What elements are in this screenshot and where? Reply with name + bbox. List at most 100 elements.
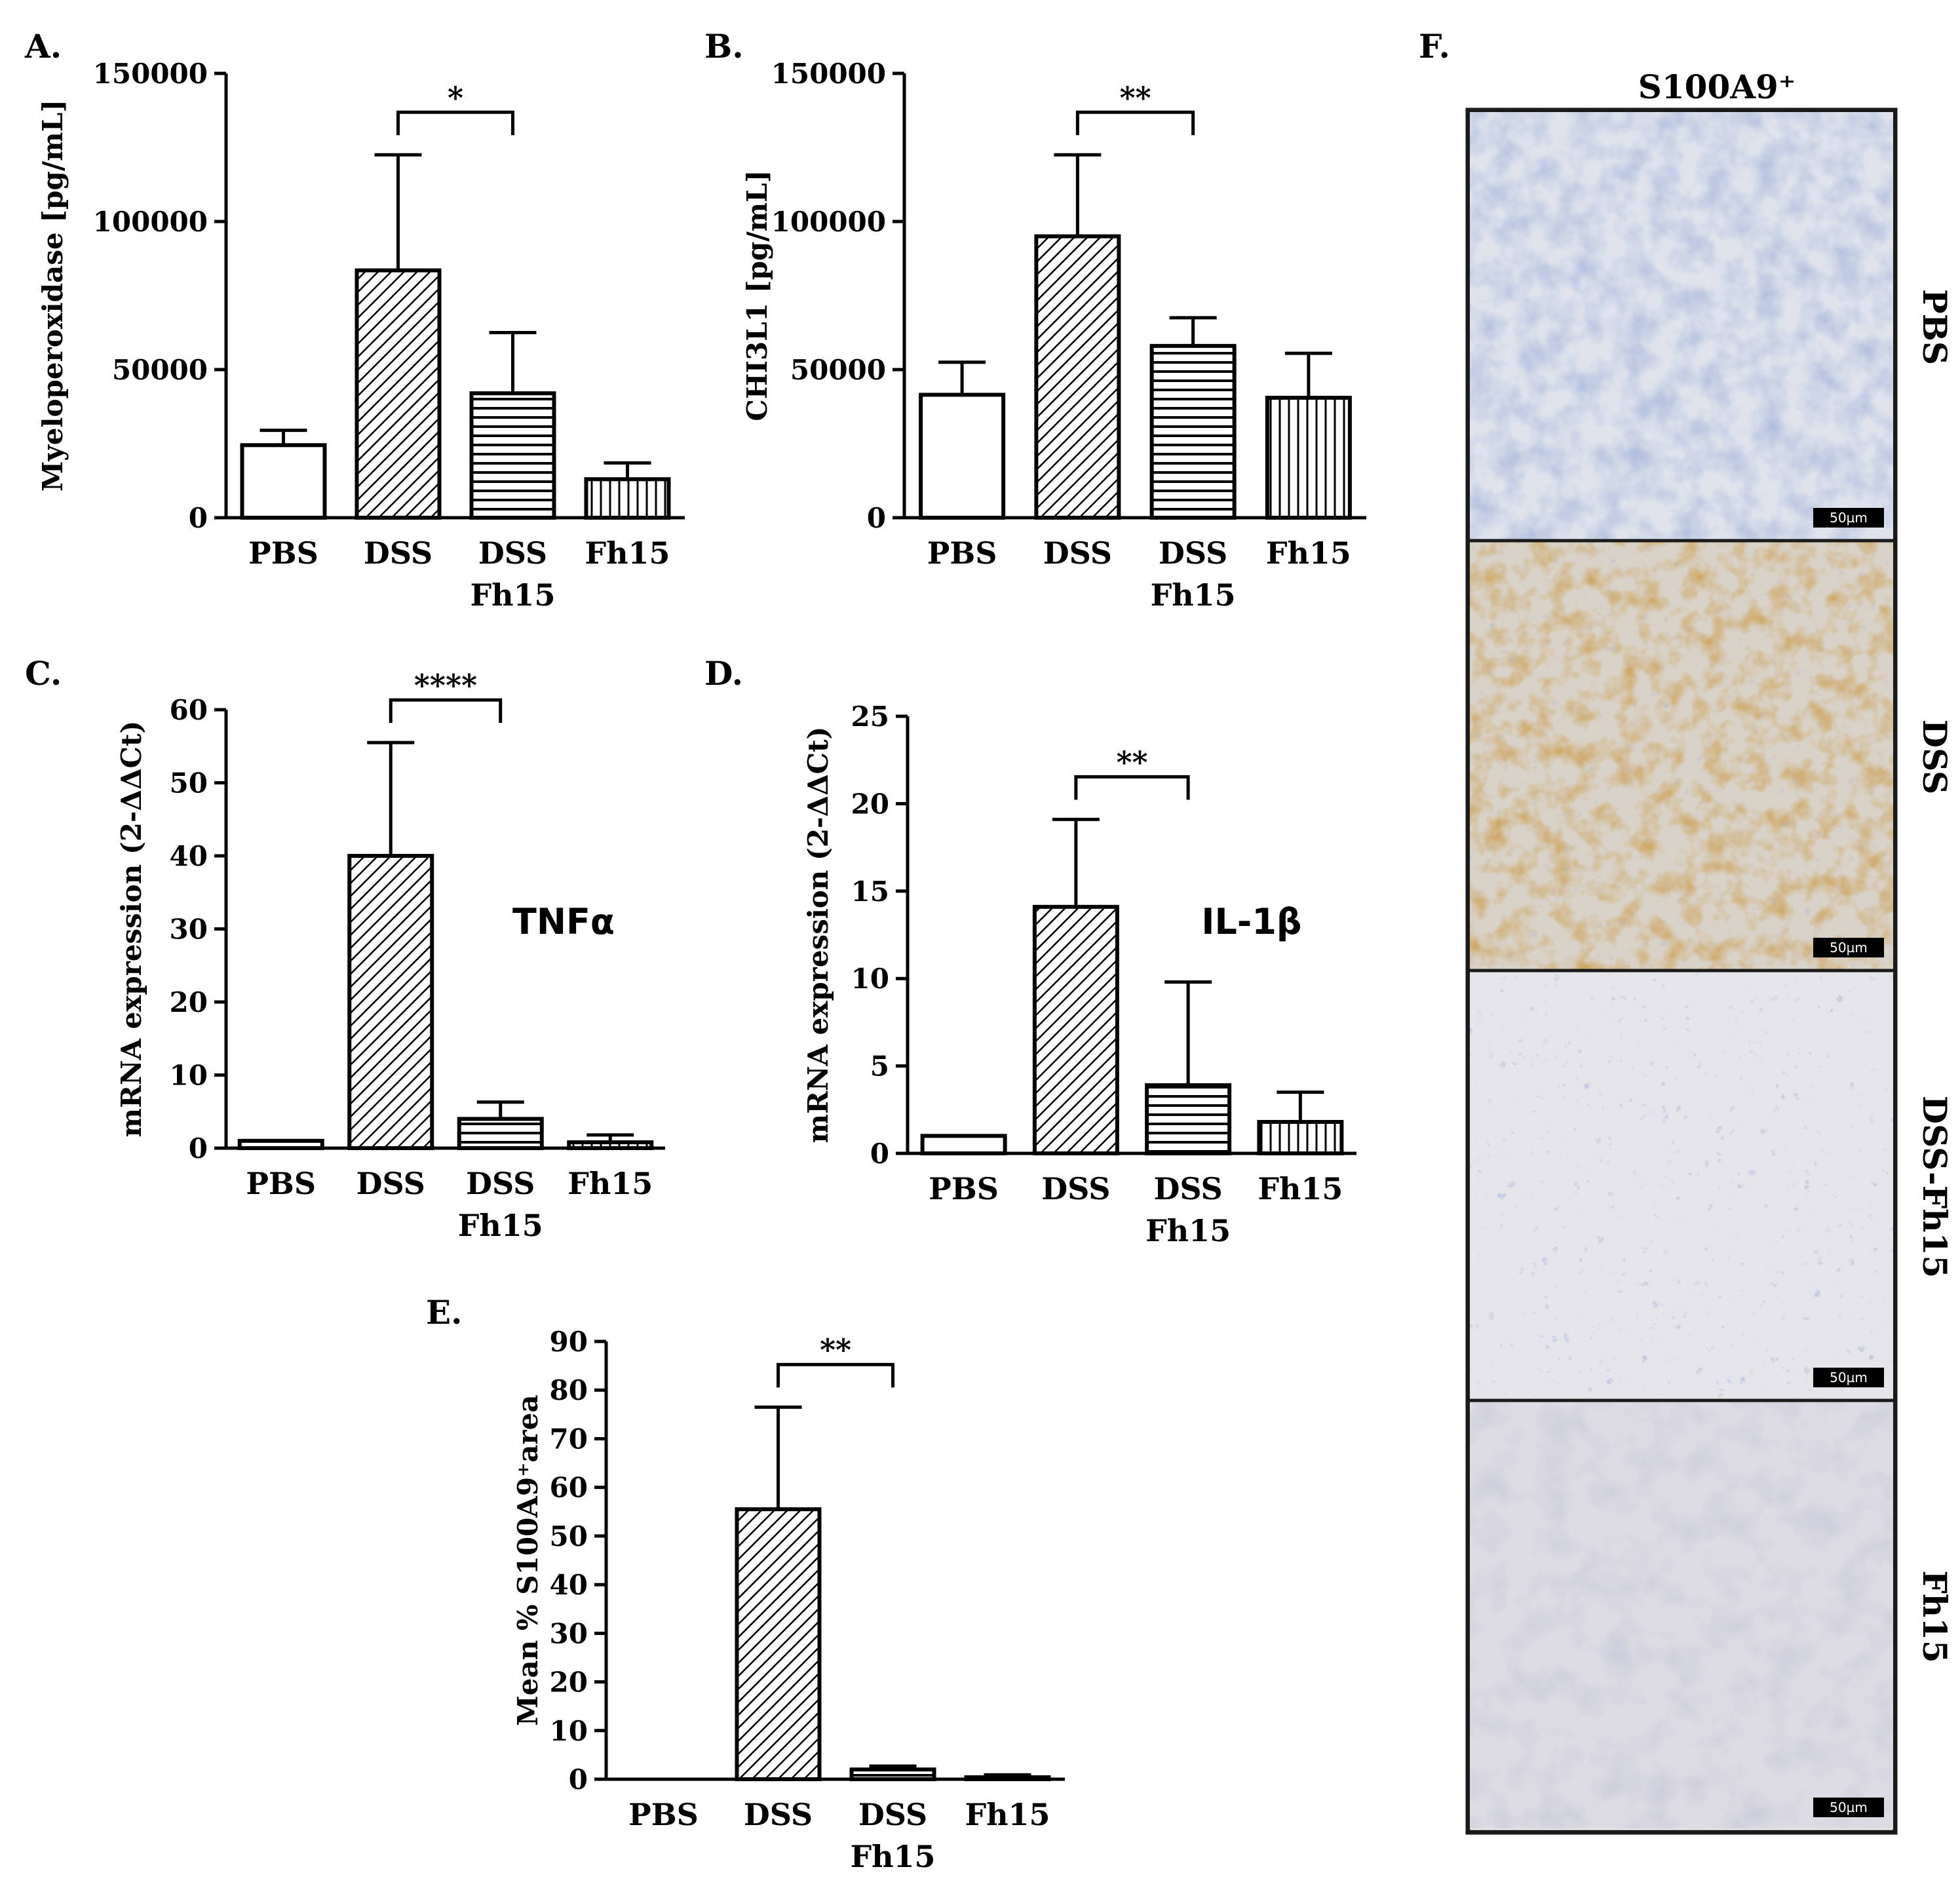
- x-tick-label: Fh15: [850, 1839, 935, 1874]
- y-tick-label: 50: [550, 1520, 588, 1552]
- y-tick-label: 50: [170, 767, 208, 800]
- histology-texture: [1470, 542, 1893, 969]
- panel-label-e: E.: [426, 1293, 463, 1332]
- bar-fh15: [567, 1140, 654, 1150]
- histology-row-label: Fh15: [1915, 1570, 1954, 1663]
- y-tick-label: 150000: [771, 58, 886, 90]
- x-tick-label: Fh15: [1151, 577, 1236, 613]
- y-tick-label: 20: [550, 1666, 588, 1699]
- y-tick-label: 100000: [93, 206, 208, 238]
- chart-chi3l1: 0 50000 100000 150000 CHI3L1 [pg/mL] PBS DSS DS…: [741, 58, 1366, 613]
- x-tick-label: PBS: [248, 535, 318, 571]
- bar-fh15: [1257, 1119, 1344, 1155]
- histology-row-label: DSS: [1915, 720, 1954, 794]
- scale-bar: [1813, 508, 1884, 528]
- significance-bracket: [1074, 775, 1190, 800]
- y-tick-label: 70: [550, 1423, 588, 1455]
- panel-label-d: D.: [704, 654, 743, 693]
- bar-dss-fh15: [469, 391, 556, 520]
- panel-label-c: C.: [25, 654, 62, 693]
- histology-row-label: PBS: [1915, 289, 1954, 365]
- y-tick-label: 0: [870, 1138, 889, 1170]
- y-tick-label: 90: [550, 1326, 588, 1358]
- x-tick-label: Fh15: [1266, 535, 1351, 571]
- x-tick-label: DSS: [1153, 1171, 1222, 1206]
- bar-pbs: [237, 1138, 324, 1150]
- y-tick-label: 80: [550, 1374, 588, 1406]
- bar-fh15: [584, 477, 671, 520]
- y-axis-label: Myeloperoxidase [pg/mL]: [37, 100, 69, 491]
- y-tick-label: 0: [867, 502, 886, 534]
- x-tick-label: DSS: [1159, 535, 1227, 571]
- x-tick-label: Fh15: [585, 535, 670, 571]
- y-tick-label: 20: [851, 788, 889, 820]
- bar-fh15: [964, 1775, 1051, 1781]
- y-tick-label: 40: [170, 840, 208, 872]
- panel-label-a: A.: [24, 27, 62, 66]
- panel-label-f: F.: [1419, 27, 1450, 66]
- gene-annotation: IL-1β: [1201, 901, 1301, 942]
- x-tick-label: PBS: [929, 1171, 999, 1206]
- histology-rows: 50µm PBS 50µm DSS 50µm DSS-Fh15 50µm Fh15: [1470, 112, 1954, 1829]
- y-tick-label: 0: [189, 502, 208, 534]
- y-tick-label: 0: [569, 1763, 588, 1796]
- x-tick-label: PBS: [927, 535, 997, 571]
- significance-bracket: [1075, 110, 1195, 136]
- histology-row-label: DSS-Fh15: [1915, 1096, 1954, 1279]
- histology-texture: [1470, 1402, 1893, 1829]
- y-tick-label: 25: [851, 701, 889, 733]
- scale-bar-label: 50µm: [1830, 510, 1868, 526]
- panel-label-b: B.: [704, 27, 744, 66]
- bar-pbs: [240, 443, 327, 520]
- x-tick-label: Fh15: [567, 1166, 653, 1201]
- x-tick-label: DSS: [356, 1166, 425, 1201]
- gene-annotation: TNFα: [512, 901, 615, 942]
- bar-dss: [1034, 234, 1121, 520]
- chart-s100a9-area: 0 10 20 30 40 50 60 70 80 90 Mean % S100A9⁺area PBS…: [512, 1326, 1065, 1874]
- bar-dss: [1032, 904, 1119, 1155]
- scale-bar: [1813, 1798, 1884, 1817]
- x-tick-label: Fh15: [965, 1797, 1050, 1832]
- bar-dss: [347, 854, 434, 1150]
- x-tick-label: PBS: [246, 1166, 316, 1201]
- significance-bracket: [389, 698, 503, 723]
- y-tick-label: 150000: [93, 58, 208, 90]
- significance-bracket: [396, 110, 514, 136]
- y-tick-label: 5: [870, 1050, 889, 1083]
- x-tick-label: DSS: [364, 535, 432, 571]
- x-tick-label: DSS: [744, 1797, 813, 1832]
- x-tick-label: DSS: [1043, 535, 1112, 571]
- y-axis-label: mRNA expression (2-ΔΔCt): [802, 727, 834, 1144]
- y-axis-label: CHI3L1 [pg/mL]: [741, 170, 773, 421]
- bar-dss: [735, 1507, 822, 1781]
- scale-bar-label: 50µm: [1830, 1800, 1868, 1815]
- x-tick-label: DSS: [858, 1797, 927, 1832]
- y-tick-label: 100000: [771, 206, 886, 238]
- y-tick-label: 30: [550, 1617, 588, 1649]
- y-tick-label: 30: [170, 914, 208, 946]
- scale-bar-label: 50µm: [1830, 940, 1868, 955]
- scale-bar: [1813, 1368, 1884, 1387]
- significance-label: *: [448, 80, 463, 115]
- y-axis-label: Mean % S100A9⁺area: [512, 1395, 544, 1725]
- histology-texture: [1470, 112, 1893, 539]
- y-tick-label: 60: [550, 1472, 588, 1504]
- y-tick-label: 60: [170, 694, 208, 726]
- significance-label: **: [820, 1332, 851, 1368]
- histology-texture: [1470, 972, 1893, 1399]
- x-tick-label: DSS: [466, 1166, 535, 1201]
- y-tick-label: 20: [170, 986, 208, 1018]
- scale-bar: [1813, 938, 1884, 957]
- x-tick-label: Fh15: [470, 577, 555, 613]
- significance-label: ****: [414, 668, 477, 703]
- y-tick-label: 40: [550, 1569, 588, 1601]
- bar-pbs: [919, 393, 1006, 520]
- histology-frame: [1465, 107, 1898, 1835]
- bar-dss-fh15: [1145, 1083, 1232, 1155]
- bar-dss-fh15: [457, 1117, 544, 1151]
- y-tick-label: 10: [550, 1715, 588, 1747]
- x-tick-label: Fh15: [458, 1208, 543, 1243]
- x-tick-label: DSS: [1041, 1171, 1110, 1206]
- y-tick-label: 50000: [790, 354, 886, 386]
